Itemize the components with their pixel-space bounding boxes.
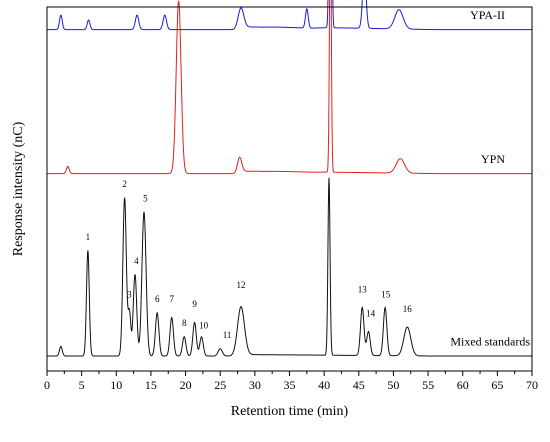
x-tick-label: 15 [145, 378, 157, 392]
x-tick-label: 30 [249, 378, 261, 392]
peak-label: 6 [155, 294, 160, 304]
x-tick-label: 50 [387, 378, 399, 392]
peak-label: 5 [143, 193, 148, 203]
x-tick-label: 0 [44, 378, 50, 392]
x-tick-label: 20 [180, 378, 192, 392]
peak-label: 10 [199, 321, 209, 331]
peak-label: 12 [237, 280, 246, 290]
peak-label: 11 [223, 330, 232, 340]
peak-label: 13 [358, 285, 368, 295]
series-label-ypn: YPN [481, 152, 505, 166]
peak-label: 16 [403, 304, 413, 314]
x-tick-label: 70 [526, 378, 538, 392]
x-tick-label: 35 [284, 378, 296, 392]
x-tick-label: 65 [491, 378, 503, 392]
x-axis-ticks: 0 5 10 15 20 25 30 35 40 45 50 55 60 65 70 [44, 371, 538, 392]
chromatogram-traces [47, 0, 532, 357]
x-tick-label: 40 [318, 378, 330, 392]
x-tick-label: 45 [353, 378, 365, 392]
peak-label: 9 [192, 299, 197, 309]
x-tick-label: 5 [79, 378, 85, 392]
peak-label: 4 [134, 256, 139, 266]
peak-label: 8 [182, 318, 187, 328]
x-tick-label: 60 [457, 378, 469, 392]
x-tick-label: 10 [110, 378, 122, 392]
series-label-mixed-standards: Mixed standards [450, 334, 530, 348]
peak-label: 14 [366, 309, 376, 319]
series-label-ypa-ii: YPA-II [470, 8, 505, 22]
plot-frame [46, 6, 533, 372]
x-tick-label: 25 [214, 378, 226, 392]
peak-label: 3 [127, 289, 132, 299]
trace-ypn [47, 0, 532, 175]
peak-label: 15 [381, 289, 391, 299]
trace-ypa-ii [47, 0, 532, 31]
peak-label: 2 [122, 179, 127, 189]
trace-mixed-standards [47, 177, 532, 357]
peak-label: 7 [169, 294, 174, 304]
y-axis-title: Response intensity (nC) [11, 121, 26, 256]
x-axis-title: Retention time (min) [231, 404, 349, 419]
x-tick-label: 55 [422, 378, 434, 392]
peak-label: 1 [86, 232, 91, 242]
